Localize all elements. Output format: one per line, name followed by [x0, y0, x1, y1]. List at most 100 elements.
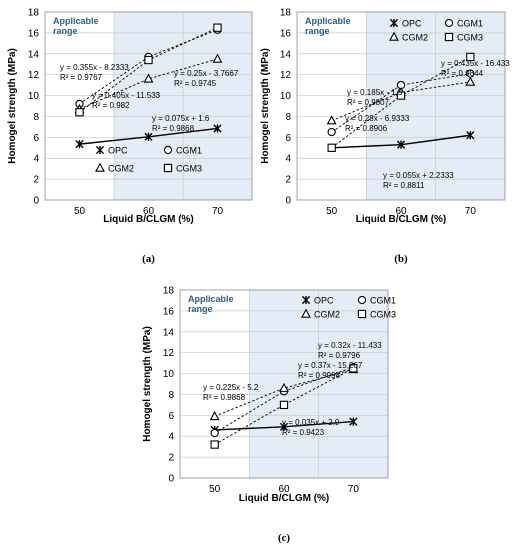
regression-annotation-line: R² = 0.9423 — [282, 428, 325, 437]
series-line-cgm3 — [214, 367, 354, 445]
series-line-cgm2 — [214, 368, 354, 417]
legend-label-cgm1: CGM1 — [176, 146, 202, 156]
y-tick-label: 16 — [28, 28, 40, 39]
y-tick-label: 16 — [280, 28, 292, 39]
regression-annotation: y = 0.28x - 6.9333 R² = 0.8906 — [345, 114, 410, 133]
chart-panel-3: 0 2 4 6 8 10 12 14 16 18 50 60 70 Liquid B/CLGM (%) Ho… — [142, 286, 396, 545]
series-line-cgm2 — [331, 81, 471, 122]
data-point-opc — [396, 140, 406, 149]
regression-annotation-line: y = 0.32x - 11.433 — [318, 341, 382, 350]
chart-panel-1: 0 2 4 6 8 10 12 14 16 18 50 60 70 Liquid B/CLGM (%) Ho… — [7, 8, 253, 265]
y-axis-title: Homogel strength (MPa) — [260, 48, 271, 164]
data-point-cgm3 — [75, 108, 84, 117]
legend-marker-opc — [95, 145, 105, 155]
regression-annotation-line: y = 0.185x - 1.5 — [347, 88, 403, 97]
data-point-opc — [213, 124, 222, 133]
y-tick-label: 18 — [28, 8, 40, 19]
y-tick-label: 14 — [280, 49, 292, 60]
legend-label-cgm2: CGM2 — [108, 164, 134, 174]
plot-frame — [296, 11, 506, 201]
regression-annotation-line: y = 0.28x - 6.9333 — [345, 114, 410, 123]
legend-label-cgm3: CGM3 — [370, 310, 396, 320]
applicable-range-label-line: range — [53, 26, 78, 36]
data-point-opc — [466, 131, 475, 140]
y-tick-label: 14 — [163, 327, 175, 338]
regression-annotation-line: R² = 0.9844 — [441, 69, 484, 78]
applicable-range-label-line: range — [188, 304, 213, 314]
x-tick-label: 70 — [348, 484, 360, 495]
data-point-cgm2 — [143, 73, 154, 83]
regression-annotation: y = 0.25x - 3.7667 R² = 0.9745 — [174, 69, 239, 88]
legend-label-cgm3: CGM3 — [176, 164, 202, 174]
legend-marker-cgm3 — [357, 309, 367, 319]
regression-annotation-line: y = 0.405x - 11.533 — [92, 91, 161, 100]
y-tick-label: 0 — [33, 196, 39, 207]
y-tick-label: 10 — [163, 369, 175, 380]
regression-annotation-line: R² = 0.9868 — [152, 124, 195, 133]
y-tick-label: 0 — [285, 196, 291, 207]
data-point-cgm2 — [326, 115, 337, 125]
x-tick-label: 50 — [209, 484, 221, 495]
data-point-opc — [279, 422, 289, 431]
x-tick-label: 50 — [326, 206, 338, 217]
chart-panel-2: 0 2 4 6 8 10 12 14 16 18 50 60 70 Liquid B/CLGM (%) Ho… — [260, 8, 510, 266]
y-tick-label: 12 — [163, 348, 175, 359]
legend-marker-cgm1 — [357, 295, 367, 305]
panel-label: (c) — [278, 532, 291, 544]
series-line-cgm2 — [79, 58, 218, 110]
data-point-cgm2 — [465, 76, 476, 86]
legend-marker-cgm2 — [301, 308, 311, 318]
y-tick-label: 8 — [33, 112, 39, 123]
applicable-range-label-line: range — [305, 26, 330, 36]
regression-annotation: y = 0.075x + 1.6 R² = 0.9868 — [152, 114, 210, 133]
regression-annotation-line: R² = 0.9745 — [174, 79, 217, 88]
y-tick-label: 6 — [285, 133, 291, 144]
regression-annotation: y = 0.225x - 5.2 R² = 0.9868 — [203, 383, 259, 402]
applicable-range-label: Applicable range — [188, 294, 234, 314]
legend-marker-cgm1 — [163, 145, 173, 155]
y-tick-label: 0 — [168, 474, 174, 485]
regression-annotation-line: y = 0.435x - 16.433 — [441, 59, 510, 68]
regression-annotation: y = 0.37x - 15.267 R² = 0.9998 — [298, 361, 363, 380]
data-point-opc — [144, 132, 153, 141]
plot-frame — [179, 289, 389, 479]
x-tick-label: 60 — [395, 206, 407, 217]
data-point-cgm3 — [349, 364, 358, 373]
y-tick-label: 16 — [163, 306, 175, 317]
data-point-cgm3 — [466, 52, 475, 62]
data-point-cgm2 — [279, 382, 289, 392]
y-tick-label: 18 — [280, 8, 292, 19]
regression-annotation: y = 0.055x + 2.2333 R² = 0.8811 — [383, 171, 454, 190]
data-point-cgm2 — [212, 53, 223, 63]
y-tick-label: 12 — [280, 70, 292, 81]
legend-label-cgm2: CGM2 — [314, 310, 340, 320]
legend-marker-cgm1 — [444, 18, 454, 28]
panel-label: (a) — [142, 253, 155, 265]
regression-annotation-line: R² = 0.9796 — [318, 351, 361, 360]
regression-annotation-line: R² = 0.8906 — [345, 124, 388, 133]
legend-label-cgm1: CGM1 — [457, 19, 483, 29]
legend-marker-cgm3 — [444, 32, 454, 42]
y-tick-label: 14 — [28, 49, 40, 60]
data-point-cgm2 — [209, 411, 220, 421]
regression-annotation-line: y = 0.225x - 5.2 — [203, 383, 259, 392]
data-point-cgm3 — [213, 23, 222, 32]
regression-annotation: y = 0.32x - 11.433 R² = 0.9796 — [318, 341, 382, 360]
regression-annotation: y = 0.435x - 16.433 R² = 0.9844 — [441, 59, 510, 78]
regression-annotation: y = 0.035x + 2.9 R² = 0.9423 — [282, 418, 340, 437]
legend-marker-opc — [389, 18, 399, 28]
regression-annotation: y = 0.185x - 1.5 R² = 0.9807 — [347, 88, 403, 107]
data-point-opc — [349, 417, 358, 426]
y-tick-label: 6 — [33, 133, 39, 144]
legend-marker-opc — [301, 295, 311, 305]
x-tick-label: 50 — [74, 206, 86, 217]
regression-annotation-line: R² = 0.982 — [92, 101, 130, 110]
legend-label-cgm3: CGM3 — [457, 33, 483, 43]
applicable-range-label: Applicable range — [53, 16, 99, 36]
legend-label-opc: OPC — [314, 296, 334, 306]
legend: OPC CGM1 CGM2 CGM3 — [389, 18, 483, 43]
data-point-opc — [75, 140, 84, 149]
applicable-range-label-line: Applicable — [305, 16, 351, 26]
y-axis-title: Homogel strength (MPa) — [142, 326, 153, 442]
